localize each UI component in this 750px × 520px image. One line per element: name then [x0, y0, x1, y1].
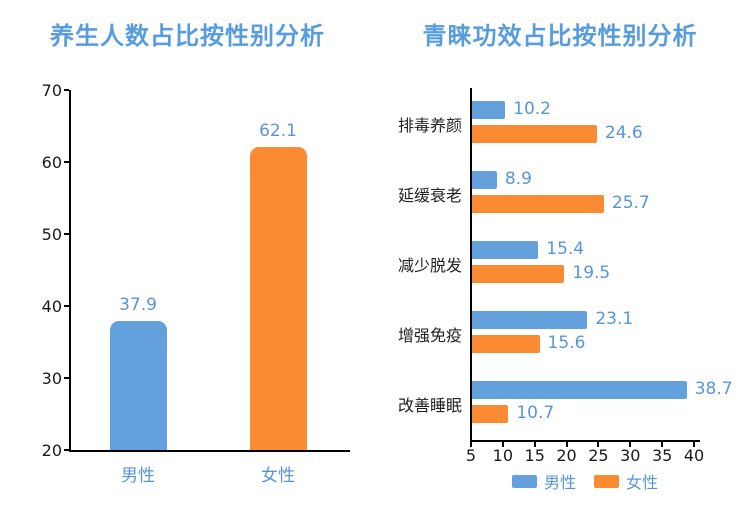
right-x-tick-label: 25 — [588, 446, 609, 465]
right-x-tick-label: 5 — [465, 446, 477, 465]
bar-male — [472, 241, 539, 259]
legend: 男性 女性 — [460, 469, 710, 493]
bar-female — [472, 195, 604, 213]
legend-item-female: 女性 — [594, 469, 658, 493]
y-category-label: 增强免疫 — [397, 326, 462, 345]
right-x-tick-label: 20 — [556, 446, 577, 465]
right-x-tick — [629, 442, 632, 447]
left-y-axis — [69, 90, 71, 452]
legend-swatch-female — [594, 474, 619, 488]
right-x-tick-label: 10 — [492, 446, 514, 465]
left-x-axis — [69, 450, 350, 452]
left-chart-title: 养生人数占比按性别分析 — [50, 22, 325, 50]
bar-value-label: 19.5 — [572, 263, 611, 283]
right-x-tick — [597, 442, 600, 447]
bar-value-label: 10.7 — [516, 403, 555, 423]
right-x-tick-label: 15 — [524, 446, 545, 465]
left-y-tick-label: 30 — [41, 369, 62, 388]
left-y-tick-label: 60 — [41, 153, 62, 172]
bar-male — [472, 311, 588, 329]
y-category-label: 减少脱发 — [397, 256, 462, 275]
right-x-tick — [693, 442, 695, 447]
legend-label-male: 男性 — [543, 473, 576, 492]
x-category-label: 女性 — [261, 466, 295, 486]
right-chart-title: 青睐功效占比按性别分析 — [422, 22, 698, 50]
left-y-tick — [64, 161, 69, 163]
bar-value-label: 15.4 — [546, 239, 585, 259]
bar-female — [249, 146, 307, 450]
right-x-tick — [501, 442, 504, 447]
bar-value-label: 23.1 — [595, 309, 634, 329]
legend-label-female: 女性 — [626, 473, 659, 492]
left-y-tick-label: 50 — [41, 225, 62, 244]
left-y-tick — [64, 89, 69, 91]
y-category-label: 改善睡眠 — [397, 396, 462, 415]
left-y-tick — [64, 233, 69, 235]
bar-value-label: 24.6 — [604, 123, 643, 143]
bar-male — [472, 171, 497, 189]
left-y-tick — [64, 377, 69, 379]
right-y-axis — [470, 88, 472, 442]
x-category-label: 男性 — [121, 466, 155, 486]
legend-swatch-male — [511, 474, 537, 488]
bar-female — [472, 265, 565, 283]
right-x-tick — [565, 442, 568, 447]
left-y-tick-label: 20 — [41, 441, 62, 460]
bar-male — [472, 381, 687, 399]
left-y-tick-label: 70 — [41, 81, 62, 100]
left-y-tick — [64, 305, 69, 307]
bar-value-label: 15.6 — [547, 333, 586, 353]
bar-value-label: 62.1 — [259, 120, 297, 141]
bar-value-label: 37.9 — [119, 295, 157, 316]
bar-value-label: 38.7 — [694, 379, 733, 399]
bar-value-label: 10.2 — [513, 99, 551, 119]
y-category-label: 排毒养颜 — [397, 116, 462, 135]
right-x-tick-label: 30 — [620, 446, 641, 465]
right-x-tick — [661, 442, 664, 447]
bar-male — [109, 321, 167, 450]
bar-female — [472, 405, 509, 423]
legend-item-male: 男性 — [511, 469, 576, 493]
right-x-tick — [470, 442, 472, 447]
bar-value-label: 25.7 — [611, 193, 650, 213]
bar-female — [472, 125, 597, 143]
left-y-tick-label: 40 — [41, 297, 62, 316]
right-x-axis — [470, 440, 700, 442]
bar-male — [472, 101, 506, 119]
right-x-tick-label: 40 — [683, 446, 705, 465]
left-y-tick — [64, 449, 69, 451]
bar-value-label: 8.9 — [504, 169, 532, 189]
bar-female — [472, 335, 540, 353]
y-category-label: 延缓衰老 — [397, 186, 462, 205]
right-x-tick-label: 35 — [651, 446, 673, 465]
right-x-tick — [533, 442, 536, 447]
